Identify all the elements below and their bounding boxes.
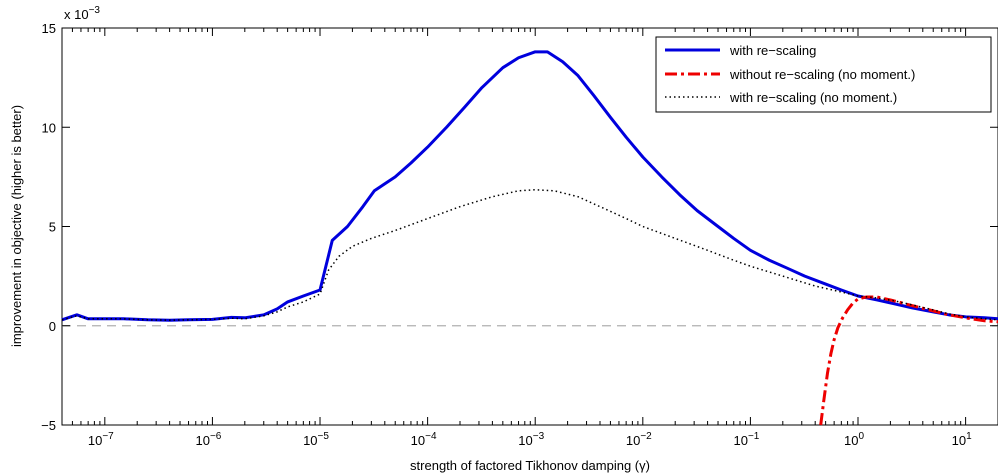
x-tick-base: 10 xyxy=(952,433,966,448)
y-tick-label: −5 xyxy=(41,418,56,433)
x-tick-base: 10 xyxy=(195,433,209,448)
x-tick-label: 10−5 xyxy=(303,431,329,448)
y-axis-label: improvement in objective (higher is bett… xyxy=(9,105,24,347)
x-tick-base: 10 xyxy=(303,433,317,448)
tick-layer: 10−7 10−6 10−5 10−4 10−3 10−2 10−1 100 101−50510… xyxy=(41,21,998,448)
y-tick-label: 0 xyxy=(49,319,56,334)
x-tick-base: 10 xyxy=(411,433,425,448)
y-tick-label: 10 xyxy=(42,120,56,135)
legend-label-1: with re−scaling xyxy=(729,43,816,58)
x-tick-exp: 1 xyxy=(966,431,972,442)
x-tick-exp: −1 xyxy=(748,431,760,442)
x-tick-base: 10 xyxy=(733,433,747,448)
x-tick-label: 10−2 xyxy=(626,431,652,448)
x-tick-label: 101 xyxy=(952,431,972,448)
x-tick-base: 10 xyxy=(518,433,532,448)
y-multiplier-exp: −3 xyxy=(89,5,101,16)
x-tick-label: 10−6 xyxy=(195,431,221,448)
x-tick-base: 10 xyxy=(88,433,102,448)
series-layer xyxy=(61,50,998,426)
series-line-1 xyxy=(61,50,998,322)
y-tick-label: 5 xyxy=(49,220,56,235)
x-tick-label: 10−4 xyxy=(411,431,437,448)
x-tick-exp: −3 xyxy=(533,431,545,442)
x-tick-base: 10 xyxy=(844,433,858,448)
x-tick-exp: −6 xyxy=(210,431,222,442)
x-axis-label: strength of factored Tikhonov damping (γ… xyxy=(410,458,650,473)
x-tick-exp: −7 xyxy=(102,431,114,442)
legend-label-3: with re−scaling (no moment.) xyxy=(729,90,897,105)
legend: with re−scaling without re−scaling (no m… xyxy=(655,36,992,113)
series-line-2 xyxy=(819,295,998,426)
x-tick-label: 100 xyxy=(844,431,864,448)
x-tick-base: 10 xyxy=(626,433,640,448)
y-multiplier-base: x 10 xyxy=(64,7,89,22)
x-tick-label: 10−1 xyxy=(733,431,759,448)
y-multiplier-label: x 10−3 xyxy=(64,5,100,22)
x-tick-exp: 0 xyxy=(858,431,864,442)
x-tick-label: 10−3 xyxy=(518,431,544,448)
x-tick-label: 10−7 xyxy=(88,431,114,448)
x-tick-exp: −5 xyxy=(318,431,330,442)
x-tick-exp: −4 xyxy=(425,431,437,442)
x-tick-exp: −2 xyxy=(640,431,652,442)
y-tick-label: 15 xyxy=(42,21,56,36)
legend-label-2: without re−scaling (no moment.) xyxy=(729,67,915,82)
